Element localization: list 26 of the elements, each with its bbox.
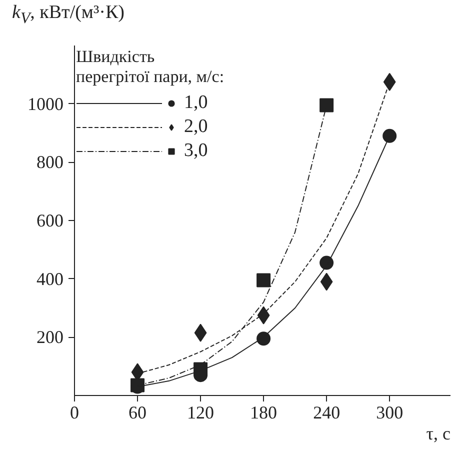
legend-label: 1,0 <box>184 92 208 114</box>
legend-title: Швидкість перегрітої пари, м/с: <box>76 47 224 87</box>
legend-label: 3,0 <box>184 140 208 162</box>
point <box>320 98 334 112</box>
point <box>382 128 397 143</box>
x-axis-title: τ, с <box>426 424 451 444</box>
point <box>383 72 396 91</box>
x-tick-label: 180 <box>250 402 278 422</box>
point <box>256 273 271 288</box>
point <box>320 272 333 291</box>
y-tick-label: 1000 <box>28 94 64 114</box>
y-axis-title: k$_{V}$, кВт/(м³·К) <box>12 2 124 29</box>
point <box>320 256 334 270</box>
y-tick-label: 400 <box>36 268 64 289</box>
y-tick-label: 200 <box>36 327 64 348</box>
point <box>257 306 270 324</box>
x-tick-label: 120 <box>187 402 214 422</box>
point <box>194 324 207 342</box>
point <box>256 332 271 346</box>
y-tick-label: 600 <box>36 210 64 230</box>
x-tick-label: 0 <box>70 402 79 422</box>
y-tick-label: 800 <box>36 152 64 172</box>
legend-label: 2,0 <box>184 116 208 138</box>
x-tick-label: 300 <box>376 402 404 422</box>
x-tick-label: 240 <box>313 402 340 422</box>
x-tick-label: 60 <box>128 402 147 422</box>
